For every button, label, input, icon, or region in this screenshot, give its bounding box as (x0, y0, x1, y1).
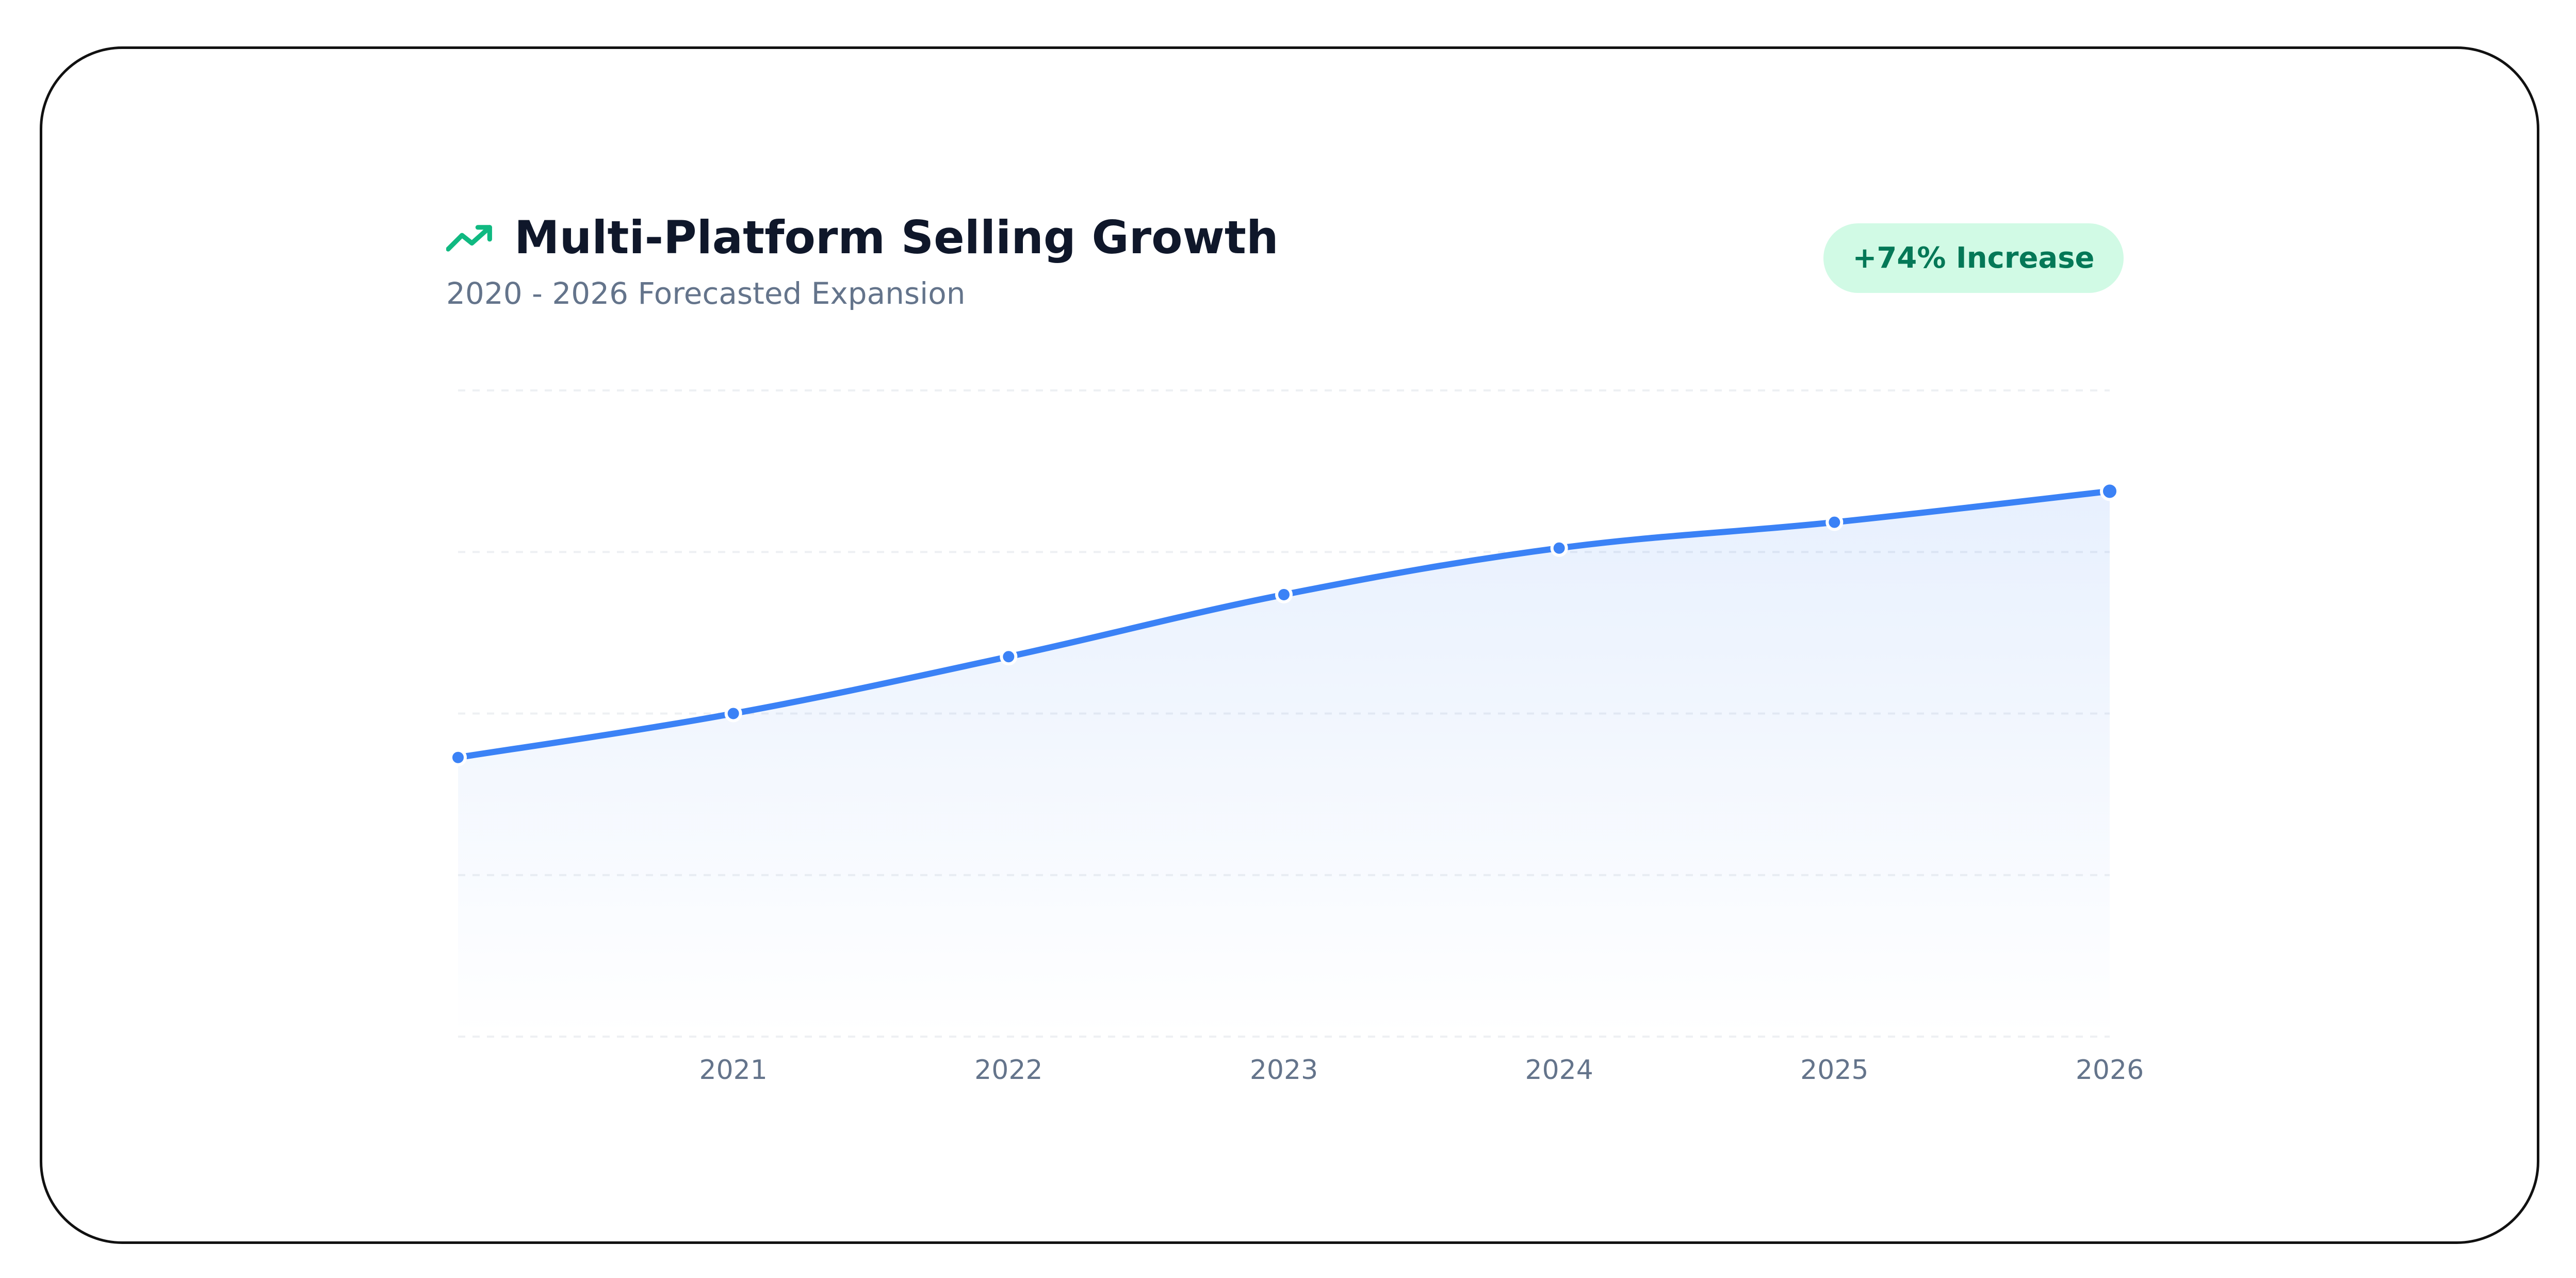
chart-subtitle: 2020 - 2026 Forecasted Expansion (446, 276, 966, 311)
data-point[interactable] (2100, 481, 2120, 501)
area-fill (458, 491, 2110, 1037)
data-point[interactable] (1550, 539, 1568, 557)
title-row: Multi-Platform Selling Growth (446, 204, 2123, 271)
increase-badge: +74% Increase (1823, 223, 2124, 293)
data-point[interactable] (724, 704, 742, 723)
data-point[interactable] (1000, 648, 1018, 666)
chart-title: Multi-Platform Selling Growth (514, 210, 1279, 264)
data-point[interactable] (1275, 585, 1293, 603)
x-tick-label: 2022 (974, 1055, 1042, 1086)
data-point[interactable] (1825, 513, 1844, 531)
x-axis-ticks: 2021 2022 2023 2024 2025 2026 (699, 1055, 2144, 1086)
data-point[interactable] (449, 748, 467, 766)
trending-up-icon (446, 225, 492, 252)
x-tick-label: 2026 (2076, 1055, 2144, 1086)
x-tick-label: 2025 (1800, 1055, 1868, 1086)
x-tick-label: 2021 (699, 1055, 767, 1086)
data-points (449, 481, 2120, 766)
x-tick-label: 2023 (1250, 1055, 1318, 1086)
chart-header: Multi-Platform Selling Growth 2020 - 202… (446, 204, 2123, 333)
x-tick-label: 2024 (1525, 1055, 1593, 1086)
